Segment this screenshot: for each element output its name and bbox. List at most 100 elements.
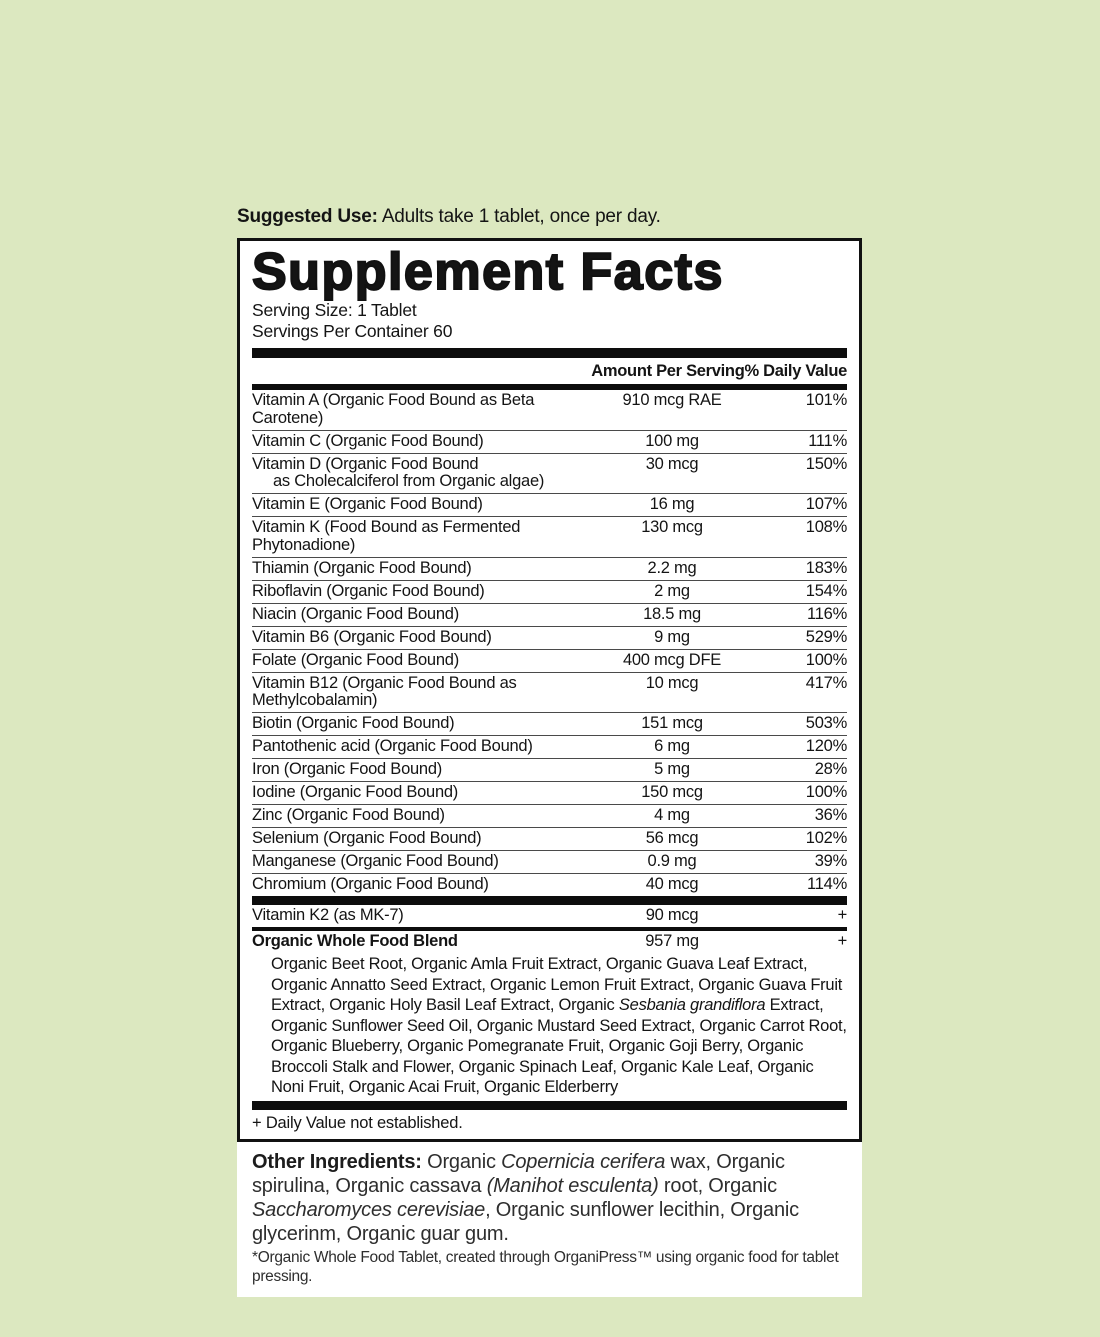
divider-bar-thick [252, 896, 847, 905]
supplement-facts-panel: Supplement Facts Serving Size: 1 Tablet … [237, 238, 862, 1142]
nutrient-daily-value: 101% [805, 391, 847, 409]
other-ingredients-text: Organic Copernicia cerifera wax, Organic… [252, 1150, 799, 1245]
nutrient-name: Iron (Organic Food Bound) [252, 760, 443, 778]
nutrient-daily-value: 111% [808, 431, 847, 450]
nutrient-row: Vitamin D (Organic Food Bound as Choleca… [252, 454, 847, 494]
nutrient-row: Manganese (Organic Food Bound) 0.9 mg 39… [252, 851, 847, 874]
nutrient-rows: Vitamin A (Organic Food Bound as Beta Ca… [252, 390, 847, 896]
nutrient-daily-value: 183% [805, 558, 847, 577]
serving-size: Serving Size: 1 Tablet [252, 300, 417, 320]
blend-ingredient-list: Organic Beet Root, Organic Amla Fruit Ex… [271, 955, 847, 1096]
nutrient-name: Vitamin C (Organic Food Bound) [252, 431, 484, 450]
suggested-use-text: Adults take 1 tablet, once per day. [377, 206, 661, 227]
supplement-label: Supplement Facts Serving Size: 1 Tablet … [237, 238, 862, 1297]
nutrient-row: Folate (Organic Food Bound) 400 mcg DFE … [252, 650, 847, 673]
nutrient-row: Zinc (Organic Food Bound) 4 mg 36% [252, 805, 847, 828]
nutrient-name: Folate (Organic Food Bound) [252, 650, 459, 669]
nutrient-daily-value: 100% [805, 783, 847, 801]
panel-title: Supplement Facts [251, 243, 724, 301]
nutrient-row: Vitamin C (Organic Food Bound) 100 mg 11… [252, 431, 847, 454]
nutrient-row: Vitamin A (Organic Food Bound as Beta Ca… [252, 390, 847, 431]
nutrient-name: Manganese (Organic Food Bound) [252, 852, 499, 870]
label-content: Suggested Use: Adults take 1 tablet, onc… [237, 205, 862, 1297]
nutrient-amount: 9 mg [654, 627, 690, 646]
nutrient-amount: 10 mcg [645, 673, 699, 692]
nutrient-row: Niacin (Organic Food Bound) 18.5 mg 116% [252, 604, 847, 627]
servings-per-container: Servings Per Container 60 [252, 321, 453, 341]
nutrient-amount: 6 mg [654, 737, 690, 755]
amount-column-header: Amount Per Serving [591, 362, 745, 380]
nutrient-daily-value: 417% [805, 673, 847, 692]
divider-bar-thick [252, 348, 847, 358]
press-note: *Organic Whole Food Tablet, created thro… [252, 1248, 839, 1285]
nutrient-daily-value: 39% [814, 852, 848, 870]
nutrient-name: Vitamin E (Organic Food Bound) [252, 495, 483, 513]
nutrient-name-line2: as Cholecalciferol from Organic algae) [273, 472, 545, 490]
suggested-use-label: Suggested Use: [237, 206, 378, 227]
nutrient-daily-value: + [837, 906, 848, 924]
whole-food-blend-row: Organic Whole Food Blend 957 mg + [252, 931, 847, 953]
nutrient-row: Selenium (Organic Food Bound) 56 mcg 102… [252, 828, 847, 851]
nutrient-amount: 30 mcg [645, 454, 699, 473]
nutrient-row: Vitamin B6 (Organic Food Bound) 9 mg 529… [252, 627, 847, 650]
nutrient-amount: 0.9 mg [647, 852, 697, 870]
nutrient-daily-value: 529% [805, 627, 847, 646]
nutrient-name: Riboflavin (Organic Food Bound) [252, 581, 485, 600]
blend-amount: 957 mg [645, 932, 699, 950]
nutrient-name: Vitamin K (Food Bound as Fermented Phyto… [252, 518, 521, 554]
nutrient-name: Niacin (Organic Food Bound) [252, 604, 459, 623]
nutrient-daily-value: 503% [805, 714, 847, 732]
nutrient-row: Vitamin K (Food Bound as Fermented Phyto… [252, 517, 847, 558]
nutrient-name: Vitamin B6 (Organic Food Bound) [252, 627, 492, 646]
vitamin-k2-row: Vitamin K2 (as MK-7) 90 mcg + [252, 905, 847, 927]
nutrient-amount: 400 mcg DFE [622, 650, 722, 669]
divider-bar-medium [252, 384, 847, 390]
nutrient-amount: 2 mg [654, 581, 690, 600]
daily-value-note: + Daily Value not established. [252, 1113, 463, 1132]
nutrient-row: Pantothenic acid (Organic Food Bound) 6 … [252, 736, 847, 759]
nutrient-amount: 910 mcg RAE [622, 391, 722, 409]
nutrient-daily-value: 120% [805, 737, 847, 755]
nutrient-amount: 18.5 mg [643, 604, 701, 623]
nutrient-daily-value: 114% [807, 875, 847, 893]
nutrient-row: Chromium (Organic Food Bound) 40 mcg 114… [252, 874, 847, 896]
nutrient-row: Vitamin E (Organic Food Bound) 16 mg 107… [252, 494, 847, 517]
other-ingredients-label: Other Ingredients: [252, 1150, 428, 1173]
nutrient-row: Biotin (Organic Food Bound) 151 mcg 503% [252, 713, 847, 736]
nutrient-name: Biotin (Organic Food Bound) [252, 714, 455, 732]
column-headers: Amount Per Serving % Daily Value [252, 358, 847, 384]
nutrient-daily-value: 100% [805, 650, 847, 669]
nutrient-name: Vitamin A (Organic Food Bound as Beta Ca… [252, 391, 535, 427]
divider-bar-thick [252, 1100, 847, 1110]
nutrient-daily-value: 36% [814, 806, 848, 824]
nutrient-name: Thiamin (Organic Food Bound) [252, 558, 472, 577]
nutrient-name: Vitamin B12 (Organic Food Bound as Methy… [252, 673, 517, 709]
nutrient-daily-value: 150% [805, 454, 847, 473]
nutrient-name: Iodine (Organic Food Bound) [252, 783, 459, 801]
nutrient-amount: 2.2 mg [647, 558, 697, 577]
nutrient-amount: 151 mcg [641, 714, 703, 732]
nutrient-amount: 40 mcg [645, 875, 699, 893]
nutrient-amount: 56 mcg [645, 829, 699, 847]
nutrient-name: Vitamin K2 (as MK-7) [252, 906, 404, 924]
nutrient-row: Iron (Organic Food Bound) 5 mg 28% [252, 759, 847, 782]
divider-bar-small [252, 927, 847, 931]
nutrient-daily-value: 102% [805, 829, 847, 847]
nutrient-row: Thiamin (Organic Food Bound) 2.2 mg 183% [252, 558, 847, 581]
nutrient-amount: 16 mg [649, 495, 695, 513]
nutrient-daily-value: 107% [805, 495, 847, 513]
nutrient-row: Riboflavin (Organic Food Bound) 2 mg 154… [252, 581, 847, 604]
nutrient-amount: 130 mcg [641, 518, 703, 536]
nutrient-row: Iodine (Organic Food Bound) 150 mcg 100% [252, 782, 847, 805]
nutrient-row: Vitamin B12 (Organic Food Bound as Methy… [252, 673, 847, 713]
nutrient-name: Zinc (Organic Food Bound) [252, 806, 445, 824]
blend-name: Organic Whole Food Blend [252, 932, 458, 950]
nutrient-daily-value: 28% [814, 760, 848, 778]
nutrient-amount: 4 mg [654, 806, 690, 824]
other-ingredients: Other Ingredients: Organic Copernicia ce… [237, 1142, 862, 1246]
nutrient-daily-value: 116% [807, 604, 847, 623]
nutrient-name: Chromium (Organic Food Bound) [252, 875, 489, 893]
suggested-use: Suggested Use: Adults take 1 tablet, onc… [237, 205, 862, 229]
nutrient-daily-value: 108% [805, 518, 847, 536]
